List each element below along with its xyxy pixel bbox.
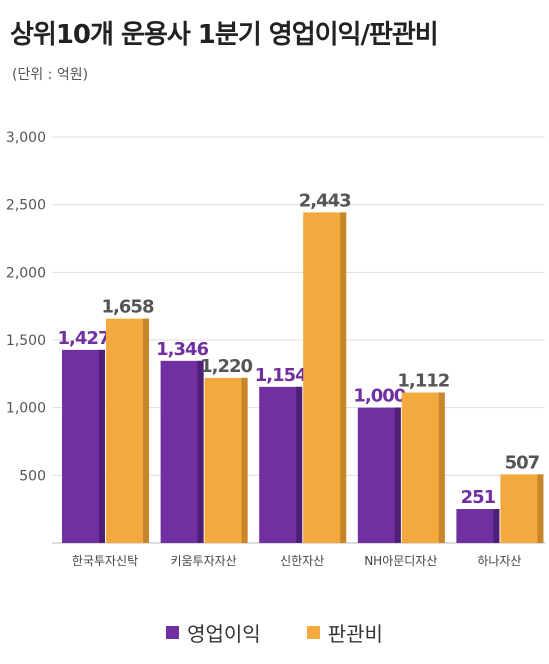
bar-side-sga	[438, 392, 445, 543]
bar-sga	[204, 377, 248, 543]
y-tick-label: 3,000	[6, 130, 46, 146]
x-category-label: NH아문디자산	[364, 554, 437, 568]
bar-side-operating-profit	[99, 349, 105, 543]
x-category-label: 하나자산	[477, 554, 521, 568]
bar-operating-profit	[160, 360, 204, 543]
bar-operating-profit	[259, 386, 303, 543]
bar-sga	[500, 474, 544, 543]
y-tick-label: 1,000	[6, 401, 46, 417]
data-label-operating-profit: 1,427	[58, 328, 110, 349]
bar-side-operating-profit	[197, 360, 204, 543]
data-label-sga: 1,220	[200, 356, 252, 377]
bar-operating-profit	[357, 407, 401, 543]
bar-sga	[106, 318, 149, 543]
y-tick-label: 2,500	[6, 198, 46, 214]
legend-swatch-sga	[306, 626, 320, 639]
chart-title: 상위10개 운용사 1분기 영업이익/판관비	[10, 20, 439, 50]
legend: 영업이익 판관비	[0, 618, 549, 647]
data-label-sga: 2,443	[299, 190, 351, 211]
y-tick-label: 2,000	[6, 265, 46, 281]
legend-label-sga: 판관비	[327, 622, 383, 646]
x-category-label: 신한자산	[280, 554, 324, 568]
data-label-operating-profit: 1,000	[353, 386, 405, 407]
y-tick-label: 500	[19, 468, 46, 484]
bar-side-sga	[340, 212, 347, 543]
bar-chart: 500 1,000 1,500 2,000 2,500 3,000 1,427 1,658 한국…	[6, 130, 545, 568]
data-label-operating-profit: 251	[461, 487, 496, 508]
legend-swatch-operating-profit	[166, 626, 180, 639]
x-category-label: 키움투자자산	[170, 554, 236, 568]
bar-side-operating-profit	[296, 386, 303, 543]
legend-item-operating-profit: 영업이익	[166, 618, 261, 647]
bar-sga	[303, 212, 347, 543]
legend-label-operating-profit: 영업이익	[187, 622, 261, 646]
x-category-label: 한국투자신탁	[72, 554, 138, 568]
data-label-sga: 507	[505, 452, 540, 473]
data-label-sga: 1,658	[102, 297, 154, 318]
data-label-sga: 1,112	[397, 371, 449, 392]
legend-item-sga: 판관비	[306, 618, 383, 647]
bar-side-sga	[537, 474, 544, 543]
bar-side-operating-profit	[493, 509, 500, 543]
bar-side-sga	[143, 318, 149, 543]
bar-side-operating-profit	[394, 407, 401, 543]
bar-sga	[401, 392, 445, 543]
bar-side-sga	[241, 377, 248, 543]
y-tick-label: 1,500	[6, 333, 46, 349]
data-label-operating-profit: 1,346	[156, 339, 208, 360]
bar-operating-profit	[456, 509, 500, 543]
unit-label: (단위 : 억원)	[12, 67, 89, 83]
data-label-operating-profit: 1,154	[255, 365, 307, 386]
bar-operating-profit	[62, 349, 105, 543]
